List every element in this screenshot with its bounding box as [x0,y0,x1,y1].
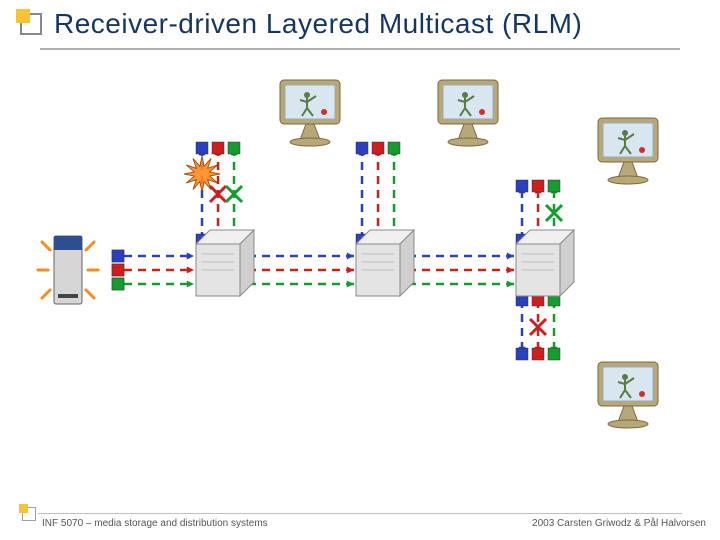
footer-line [38,513,682,514]
footer-right-text: 2003 Carsten Griwodz & Pål Halvorsen [532,518,706,529]
footer-bullet [22,507,36,521]
footer: INF 5070 – media storage and distributio… [0,512,720,534]
diagram-canvas [0,0,720,540]
footer-left-text: INF 5070 – media storage and distributio… [42,518,268,529]
